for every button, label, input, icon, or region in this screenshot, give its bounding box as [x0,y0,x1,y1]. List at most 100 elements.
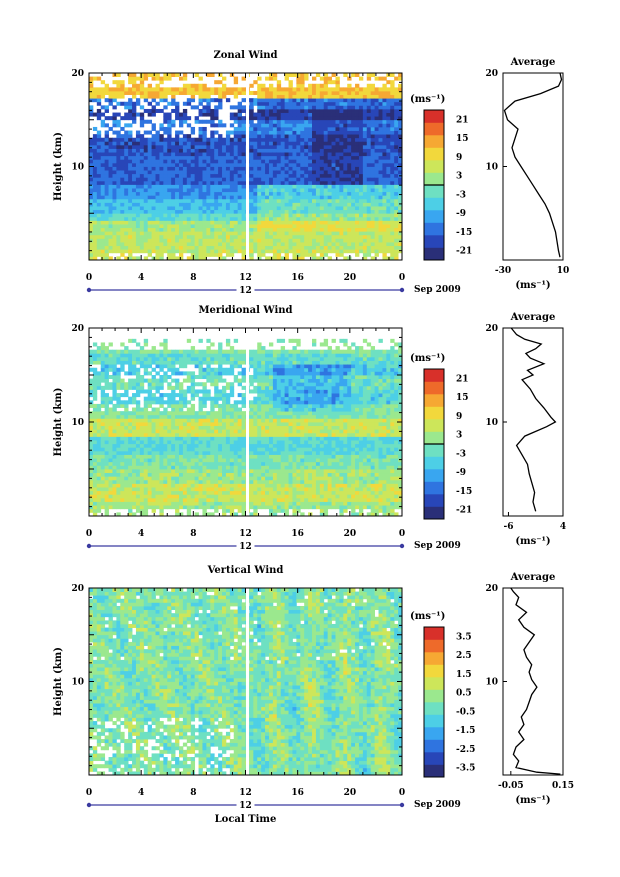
heatmap-cell [183,480,187,484]
heatmap-cell [257,163,261,167]
heatmap-cell [304,220,308,224]
heatmap-cell [332,73,336,77]
heatmap-cell [363,213,367,217]
heatmap-cell [234,113,238,117]
heatmap-cell [116,242,120,246]
heatmap-cell [292,95,296,99]
heatmap-cell [230,206,234,210]
heatmap-cell [300,184,304,188]
heatmap-cell [93,389,97,393]
heatmap-cell [230,145,234,149]
heatmap-cell [140,451,144,455]
heatmap-cell [390,228,394,232]
heatmap-cell [175,502,179,506]
heatmap-cell [238,231,242,235]
heatmap-cell [312,91,316,95]
heatmap-cell [390,167,394,171]
heatmap-cell [156,505,160,509]
heatmap-cell [163,249,167,253]
heatmap-cell [140,184,144,188]
heatmap-cell [101,177,105,181]
heatmap-cell [375,224,379,228]
heatmap-cell [335,213,339,217]
heatmap-cell [281,127,285,131]
heatmap-cell [351,73,355,77]
heatmap-cell [89,246,93,250]
heatmap-cell [289,177,293,181]
heatmap-cell [179,113,183,117]
heatmap-cell [97,167,101,171]
heatmap-cell [285,174,289,178]
heatmap-cell [179,371,183,375]
heatmap-cell [316,105,320,109]
heatmap-cell [206,98,210,102]
heatmap-cell [265,177,269,181]
heatmap-cell [101,389,105,393]
heatmap-cell [152,141,156,145]
heatmap-cell [163,429,167,433]
heatmap-cell [167,397,171,401]
heatmap-cell [144,131,148,135]
heatmap-cell [136,426,140,430]
heatmap-cell [152,505,156,509]
heatmap-cell [206,87,210,91]
heatmap-cell [199,217,203,221]
heatmap-cell [269,149,273,153]
heatmap-cell [289,181,293,185]
heatmap-cell [355,228,359,232]
heatmap-cell [152,177,156,181]
heatmap-cell [156,220,160,224]
heatmap-cell [351,116,355,120]
heatmap-cell [148,379,152,383]
heatmap-cell [281,206,285,210]
heatmap-cell [312,152,316,156]
heatmap-cell [101,440,105,444]
heatmap-cell [277,213,281,217]
heatmap-cell [257,174,261,178]
heatmap-cell [163,213,167,217]
heatmap-cell [152,469,156,473]
heatmap-cell [159,228,163,232]
heatmap-cell [132,224,136,228]
heatmap-cell [116,404,120,408]
heatmap-cell [167,444,171,448]
heatmap-cell [97,131,101,135]
heatmap-cell [308,131,312,135]
heatmap-cell [167,404,171,408]
heatmap-cell [379,105,383,109]
heatmap-cell [148,357,152,361]
heatmap-cell [316,120,320,124]
heatmap-cell [261,253,265,257]
heatmap-cell [167,228,171,232]
heatmap-cell [202,91,206,95]
heatmap-cell [347,159,351,163]
heatmap-cell [285,167,289,171]
heatmap-cell [335,188,339,192]
heatmap-cell [379,149,383,153]
heatmap-cell [289,116,293,120]
heatmap-cell [175,105,179,109]
heatmap-cell [163,400,167,404]
heatmap-cell [320,220,324,224]
heatmap-cell [156,156,160,160]
heatmap-cell [363,174,367,178]
heatmap-cell [132,465,136,469]
heatmap-cell [116,498,120,502]
heatmap-cell [101,379,105,383]
heatmap-cell [105,350,109,354]
heatmap-cell [371,156,375,160]
heatmap-cell [367,199,371,203]
heatmap-cell [238,188,242,192]
heatmap-cell [159,123,163,127]
heatmap-cell [289,91,293,95]
heatmap-cell [300,213,304,217]
heatmap-cell [234,170,238,174]
heatmap-cell [175,113,179,117]
heatmap-cell [156,451,160,455]
heatmap-cell [265,105,269,109]
heatmap-cell [101,80,105,84]
heatmap-cell [343,123,347,127]
heatmap-cell [191,382,195,386]
heatmap-cell [253,238,257,242]
heatmap-cell [320,235,324,239]
